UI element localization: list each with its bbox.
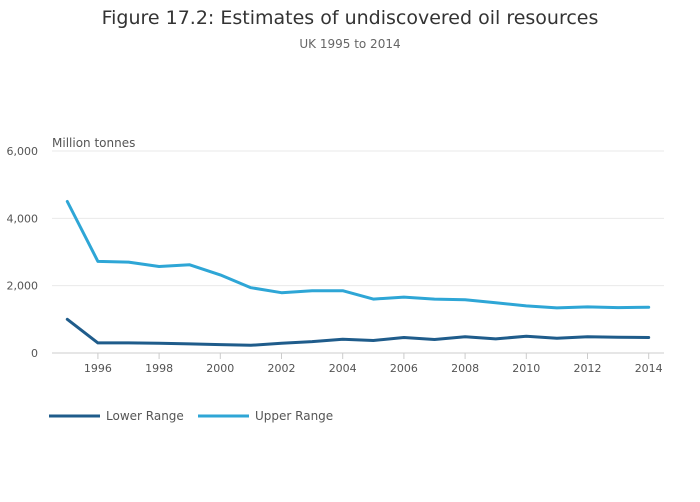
gridlines bbox=[52, 150, 664, 354]
x-tick-label: 2008 bbox=[451, 362, 479, 375]
y-axis-unit-label: Million tonnes bbox=[52, 136, 135, 150]
x-tick-label: 2012 bbox=[574, 362, 602, 375]
series-lines bbox=[65, 200, 651, 347]
y-tick-label: 4,000 bbox=[7, 212, 39, 225]
x-tick-label: 1996 bbox=[84, 362, 112, 375]
x-tick-label: 2004 bbox=[329, 362, 357, 375]
x-tick-label: 1998 bbox=[145, 362, 173, 375]
y-axis-ticks: 0 2,000 4,000 6,000 bbox=[7, 145, 39, 360]
y-tick-label: 6,000 bbox=[7, 145, 39, 158]
y-tick-label: 0 bbox=[31, 347, 38, 360]
legend-label: Lower Range bbox=[106, 409, 184, 423]
legend-label: Upper Range bbox=[255, 409, 333, 423]
series-line-upper-range bbox=[65, 200, 651, 310]
x-axis-ticks: 1996 1998 2000 2002 2004 2006 2008 2010 2012 2014 bbox=[84, 353, 663, 375]
legend: Lower Range Upper Range bbox=[49, 409, 333, 423]
series-line-lower-range bbox=[65, 317, 651, 347]
x-tick-label: 2006 bbox=[390, 362, 418, 375]
x-tick-label: 2014 bbox=[635, 362, 663, 375]
chart-title: Figure 17.2: Estimates of undiscovered o… bbox=[102, 7, 599, 29]
chart-subtitle: UK 1995 to 2014 bbox=[299, 37, 400, 51]
x-tick-label: 2000 bbox=[206, 362, 234, 375]
x-tick-label: 2010 bbox=[512, 362, 540, 375]
x-tick-label: 2002 bbox=[268, 362, 296, 375]
y-tick-label: 2,000 bbox=[7, 280, 39, 293]
